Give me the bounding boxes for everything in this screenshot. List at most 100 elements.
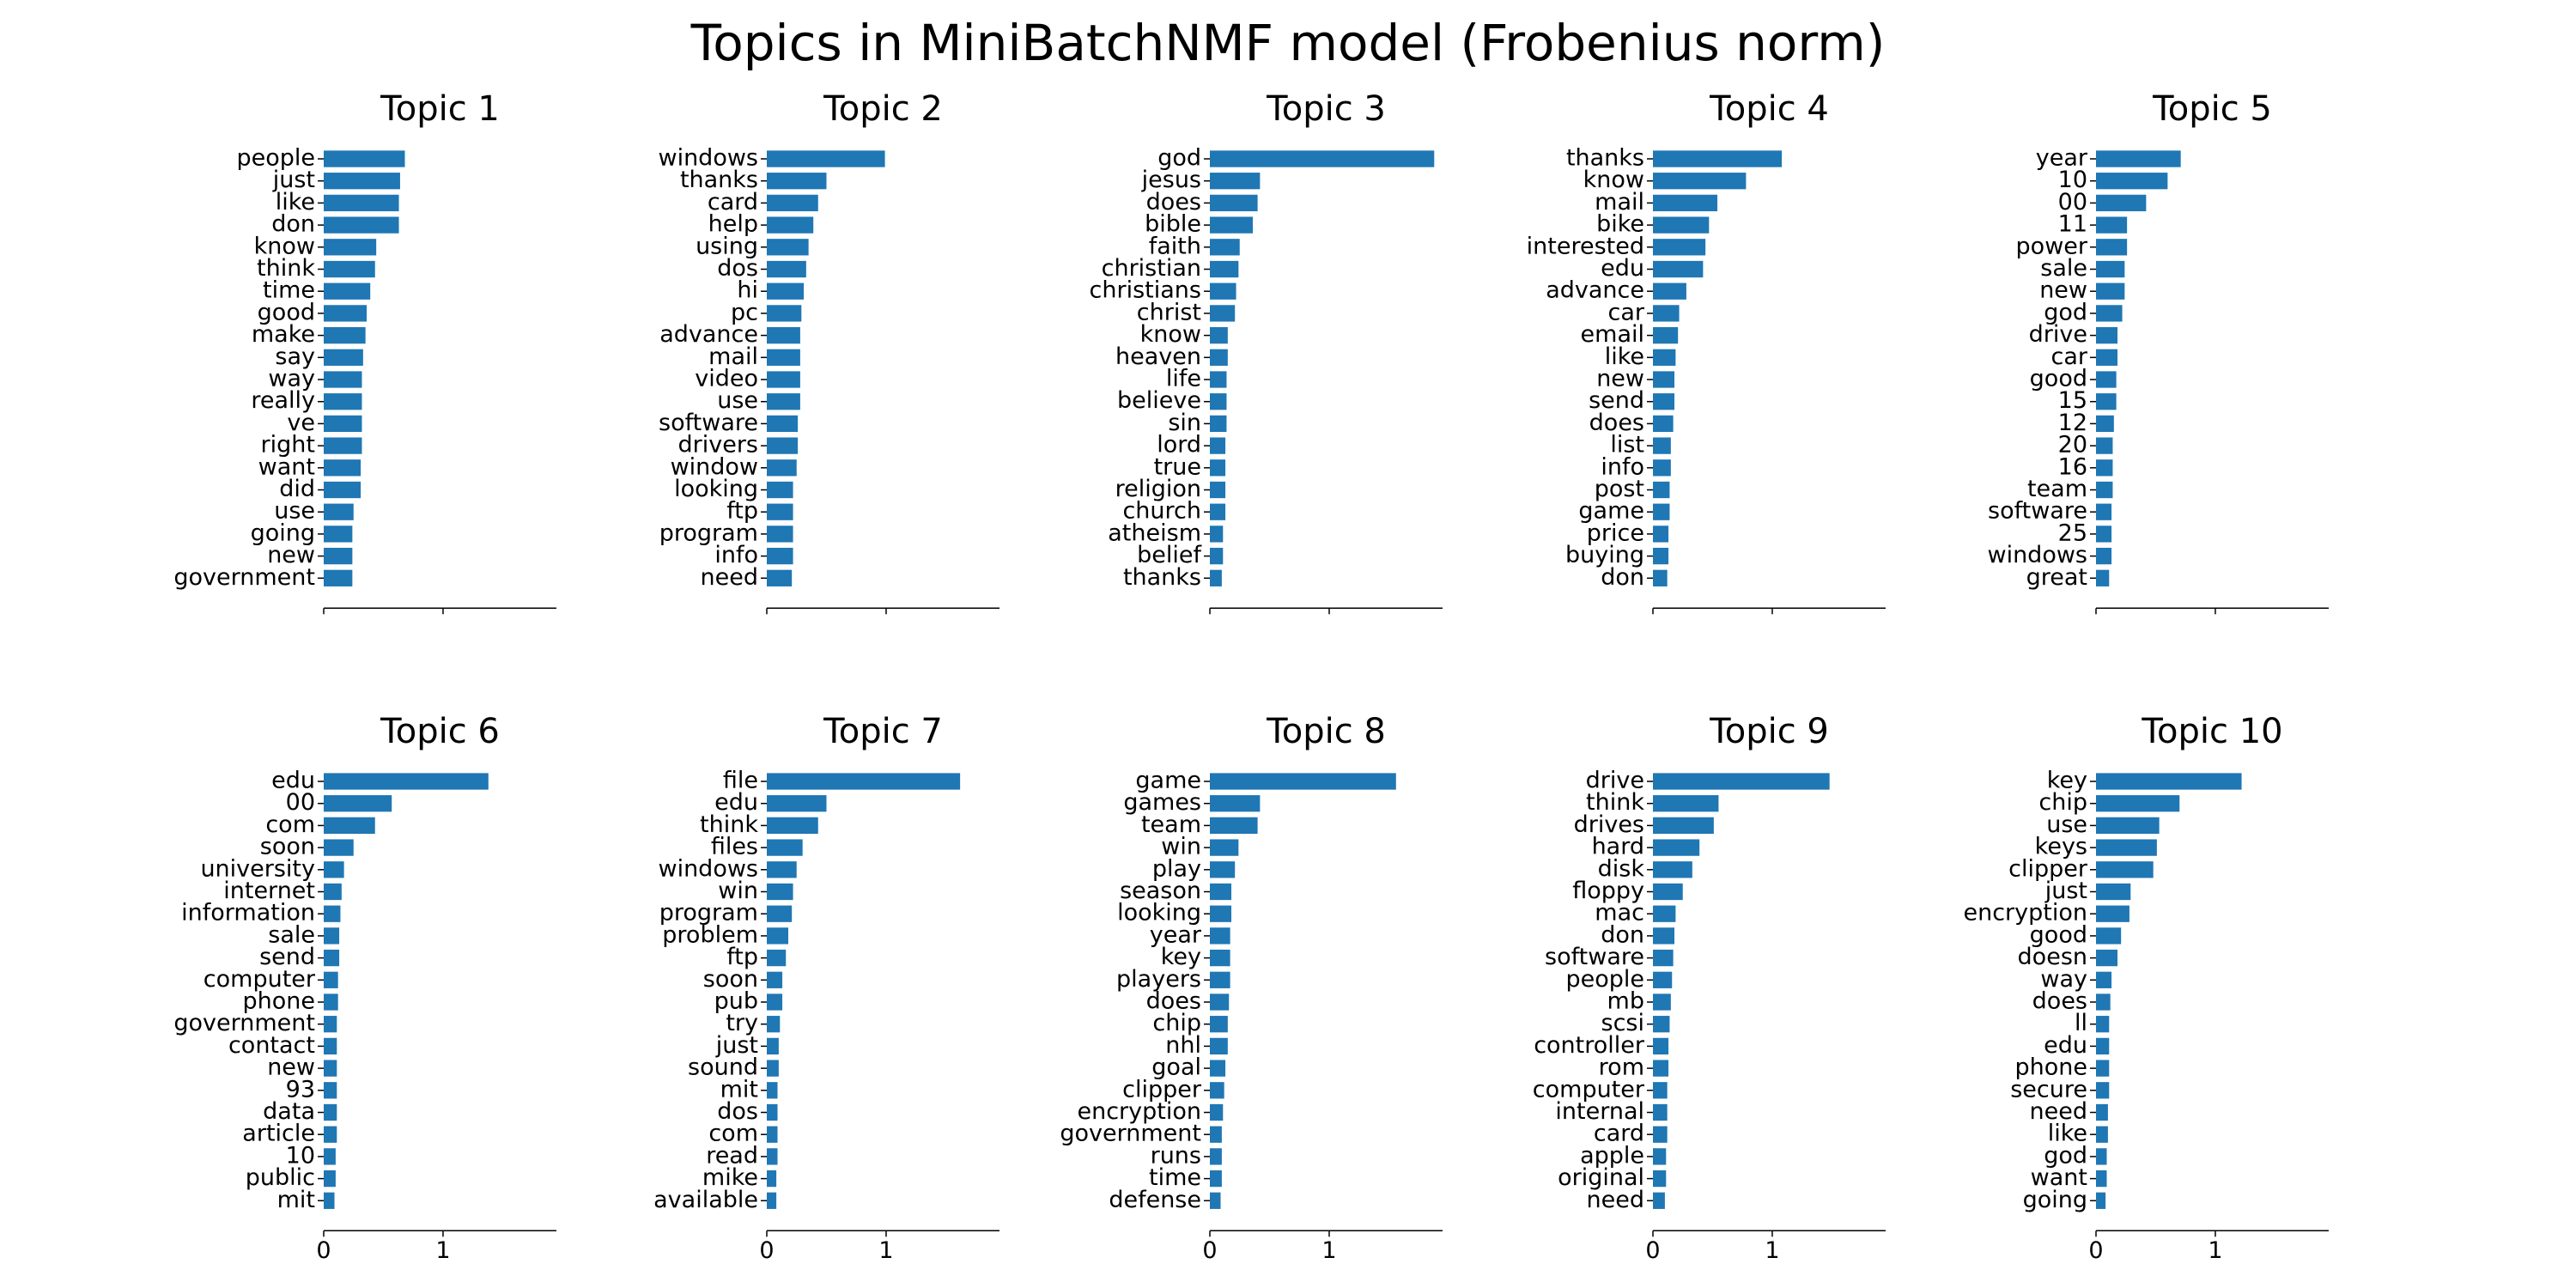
bar — [767, 1082, 778, 1099]
bar — [1653, 1037, 1669, 1055]
bar — [1653, 194, 1718, 212]
y-tick-label: like — [1605, 343, 1644, 370]
bar — [2096, 239, 2128, 256]
bar — [1210, 481, 1226, 499]
bar — [1653, 971, 1673, 988]
bar — [324, 839, 354, 856]
bar — [324, 1060, 337, 1077]
bar — [767, 773, 961, 790]
y-tick-label: going — [251, 519, 315, 546]
bar — [1210, 861, 1236, 878]
y-tick-label: did — [279, 476, 315, 502]
bar — [1210, 993, 1230, 1011]
bar — [767, 1192, 777, 1209]
bar — [767, 326, 800, 344]
y-tick-label: life — [1166, 366, 1201, 392]
y-tick-label: problem — [662, 921, 758, 948]
y-tick-label: great — [2026, 564, 2087, 591]
y-tick-label: game — [1135, 768, 1201, 794]
bar — [324, 194, 399, 212]
bar — [1653, 393, 1675, 410]
y-tick-label: sound — [688, 1054, 758, 1081]
bar — [324, 971, 338, 988]
y-tick-label: soon — [260, 834, 315, 860]
bar — [1210, 503, 1226, 520]
y-tick-label: computer — [204, 966, 316, 993]
y-tick-label: secure — [2010, 1076, 2087, 1103]
bar — [324, 993, 338, 1011]
bar — [767, 795, 827, 812]
y-tick-label: think — [257, 255, 315, 282]
y-tick-label: ftp — [726, 944, 758, 970]
bar — [324, 1016, 337, 1033]
y-tick-label: way — [2040, 966, 2087, 993]
y-tick-label: defense — [1109, 1187, 1201, 1213]
y-tick-label: need — [2030, 1098, 2087, 1125]
bar — [2096, 371, 2117, 388]
y-tick-label: original — [1558, 1164, 1644, 1191]
bar — [767, 371, 800, 388]
bar — [767, 861, 797, 878]
bar — [1210, 905, 1232, 922]
y-tick-label: 11 — [2058, 211, 2087, 238]
y-tick-label: edu — [1601, 255, 1644, 282]
bar — [1210, 194, 1258, 212]
subplot-title: Topic 6 — [380, 712, 500, 751]
bar — [1653, 1060, 1669, 1077]
y-tick-label: think — [700, 811, 758, 838]
y-tick-label: 10 — [2058, 167, 2087, 193]
y-tick-label: edu — [2044, 1032, 2087, 1059]
y-tick-label: season — [1120, 878, 1201, 904]
bar — [767, 459, 797, 477]
bar — [1653, 481, 1670, 499]
bar — [324, 1082, 337, 1099]
bar — [767, 173, 827, 190]
y-tick-label: want — [2031, 1164, 2087, 1191]
bar — [324, 503, 354, 520]
y-tick-label: lord — [1157, 432, 1201, 459]
bar — [2096, 481, 2113, 499]
bar — [324, 326, 366, 344]
bar — [767, 283, 805, 300]
y-tick-label: good — [2030, 366, 2087, 392]
y-tick-label: program — [659, 519, 758, 546]
y-tick-label: time — [263, 277, 315, 304]
subplot-title: Topic 9 — [1709, 712, 1829, 751]
y-tick-label: true — [1154, 453, 1201, 480]
bar — [324, 817, 375, 835]
y-tick-label: 25 — [2058, 519, 2087, 546]
y-tick-label: internal — [1555, 1098, 1644, 1125]
y-tick-label: does — [1146, 189, 1201, 216]
y-tick-label: edu — [714, 789, 758, 816]
bar — [2096, 260, 2125, 278]
y-tick-label: ftp — [726, 498, 758, 525]
subplot-title: Topic 4 — [1709, 89, 1829, 129]
x-tick-label: 0 — [1645, 1237, 1660, 1264]
bar — [324, 569, 353, 586]
bar — [2096, 393, 2117, 410]
y-tick-label: new — [267, 1054, 315, 1081]
y-tick-label: christ — [1137, 299, 1201, 325]
y-tick-label: good — [258, 299, 315, 325]
y-tick-label: know — [1583, 167, 1644, 193]
y-tick-label: help — [708, 211, 758, 238]
y-tick-label: atheism — [1108, 519, 1201, 546]
y-tick-label: jesus — [1141, 167, 1201, 193]
bar — [767, 569, 793, 586]
y-tick-label: data — [263, 1098, 315, 1125]
bar — [1653, 437, 1671, 454]
bar — [1210, 883, 1232, 901]
bar — [1653, 173, 1747, 190]
bar — [767, 1148, 778, 1165]
y-tick-label: clipper — [1122, 1076, 1202, 1103]
bar — [1653, 1103, 1668, 1121]
bar — [1653, 239, 1706, 256]
y-tick-label: information — [181, 900, 315, 927]
bar — [767, 883, 793, 901]
y-tick-label: does — [2032, 988, 2087, 1015]
bar — [767, 194, 818, 212]
y-tick-label: say — [275, 343, 315, 370]
y-tick-label: floppy — [1572, 878, 1644, 904]
bar — [1653, 905, 1676, 922]
bar — [2096, 1037, 2110, 1055]
